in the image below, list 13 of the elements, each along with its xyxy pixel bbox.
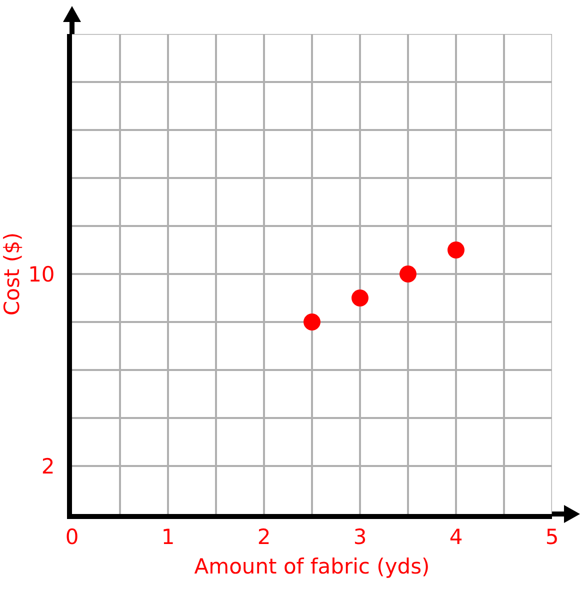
x-tick-label: 5	[545, 525, 559, 550]
x-tick-label: 3	[353, 525, 367, 550]
x-tick-label: 0	[65, 525, 79, 550]
point	[352, 290, 368, 306]
point	[448, 242, 464, 258]
x-tick-label: 1	[161, 525, 175, 550]
y-tick-label: 10	[28, 262, 55, 286]
x-tick-label: 2	[257, 525, 271, 550]
point	[400, 266, 416, 282]
x-tick-label: 4	[449, 525, 463, 550]
point	[304, 314, 320, 330]
x-axis-title: Amount of fabric (yds)	[194, 554, 430, 578]
y-axis-title: Cost ($)	[0, 232, 24, 316]
